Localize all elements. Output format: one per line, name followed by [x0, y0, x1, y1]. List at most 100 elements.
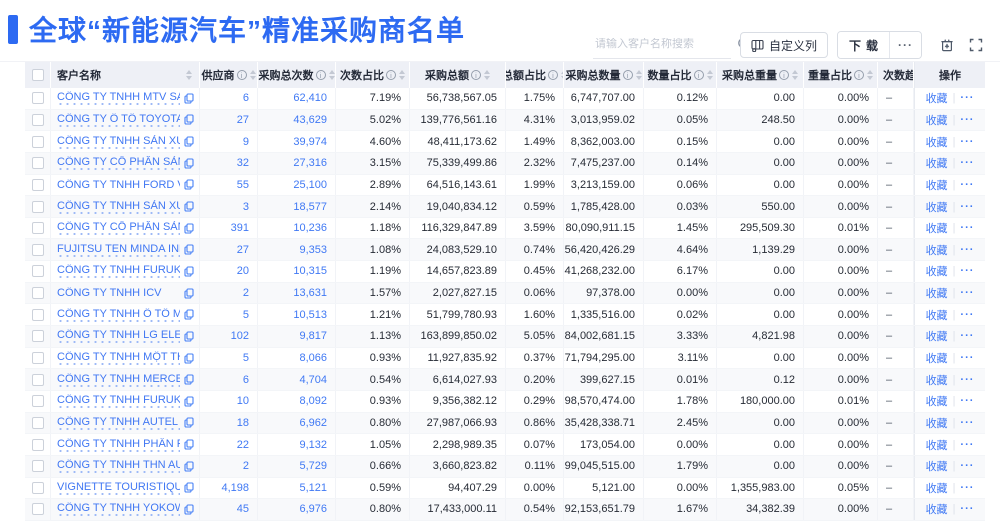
cell-times[interactable]: 27,316	[258, 152, 336, 174]
sort-desc-caret[interactable]	[328, 76, 335, 80]
row-more-button[interactable]: ···	[960, 438, 975, 451]
sort-icon[interactable]	[792, 70, 798, 80]
customize-columns-button[interactable]: 自定义列	[739, 32, 828, 58]
copy-icon[interactable]	[184, 136, 194, 147]
row-checkbox[interactable]	[31, 460, 44, 473]
copy-icon[interactable]	[184, 266, 194, 277]
cell-times[interactable]: 10,513	[258, 304, 336, 326]
cell-supplier[interactable]: 6	[200, 88, 258, 109]
company-name-link[interactable]: CÔNG TY TNHH MTV SẢN XUẤ...	[57, 91, 180, 106]
row-checkbox[interactable]	[31, 481, 44, 494]
row-checkbox[interactable]	[31, 243, 44, 256]
row-checkbox[interactable]	[31, 265, 44, 278]
company-name-link[interactable]: CÔNG TY TNHH MỘT THÀNH V...	[57, 351, 180, 365]
cell-times[interactable]: 39,974	[258, 131, 336, 152]
cell-supplier[interactable]: 2	[200, 282, 258, 304]
toolbar-more-button[interactable]: ···	[889, 32, 921, 58]
row-checkbox[interactable]	[31, 113, 44, 126]
row-more-button[interactable]: ···	[960, 352, 975, 364]
row-more-button[interactable]: ···	[960, 416, 975, 429]
company-name-link[interactable]: CÔNG TY CỔ PHẦN SẢN XUẤT...	[57, 221, 180, 236]
download-button[interactable]: 下载	[837, 32, 889, 58]
cell-times[interactable]: 25,100	[258, 174, 336, 196]
favorite-button[interactable]: 收藏	[925, 223, 948, 236]
copy-icon[interactable]	[184, 331, 194, 342]
favorite-button[interactable]: 收藏	[925, 179, 948, 192]
favorite-button[interactable]: 收藏	[925, 417, 948, 430]
company-name-link[interactable]: CÔNG TY TNHH Ô TÔ MITSUBI...	[57, 307, 180, 322]
cell-supplier[interactable]: 10	[200, 390, 258, 412]
cell-times[interactable]: 5,729	[258, 455, 336, 477]
row-more-button[interactable]: ···	[960, 200, 975, 213]
select-all-checkbox[interactable]	[31, 69, 44, 81]
favorite-button[interactable]: 收藏	[925, 266, 948, 279]
company-name-link[interactable]: CÔNG TY TNHH LG ELECTRON...	[57, 329, 180, 344]
sort-icon[interactable]	[186, 70, 192, 80]
copy-icon[interactable]	[184, 158, 194, 169]
row-more-button[interactable]: ···	[960, 113, 975, 126]
row-more-button[interactable]: ···	[960, 222, 975, 235]
cell-times[interactable]: 5,121	[258, 477, 336, 499]
row-more-button[interactable]: ···	[960, 503, 975, 516]
row-more-button[interactable]: ···	[960, 330, 975, 343]
row-more-button[interactable]: ···	[960, 373, 975, 386]
row-more-button[interactable]: ···	[960, 287, 975, 300]
cell-supplier[interactable]: 18	[200, 412, 258, 434]
copy-icon[interactable]	[184, 374, 194, 385]
row-more-button[interactable]: ···	[960, 265, 975, 278]
favorite-button[interactable]: 收藏	[925, 158, 948, 171]
row-more-button[interactable]: ···	[960, 308, 975, 321]
favorite-button[interactable]: 收藏	[925, 93, 948, 106]
sort-asc-caret[interactable]	[249, 70, 256, 74]
cell-times[interactable]: 9,132	[258, 434, 336, 455]
cell-times[interactable]: 18,577	[258, 196, 336, 217]
company-name-link[interactable]: CÔNG TY TNHH FURUKAWA A...	[57, 264, 180, 279]
copy-icon[interactable]	[184, 417, 194, 428]
cell-supplier[interactable]: 5	[200, 347, 258, 369]
sort-icon[interactable]	[399, 70, 405, 80]
row-checkbox[interactable]	[31, 308, 44, 321]
company-name-link[interactable]: CÔNG TY TNHH FORD VIỆT NAM	[57, 178, 180, 191]
row-more-button[interactable]: ···	[960, 395, 975, 408]
copy-icon[interactable]	[184, 201, 194, 212]
row-checkbox[interactable]	[31, 330, 44, 343]
column-header-name[interactable]: 客户名称	[51, 62, 200, 88]
row-more-button[interactable]: ···	[960, 157, 975, 170]
row-checkbox[interactable]	[31, 503, 44, 516]
row-more-button[interactable]: ···	[960, 135, 975, 148]
row-checkbox[interactable]	[31, 157, 44, 170]
favorite-button[interactable]: 收藏	[925, 439, 948, 452]
cell-supplier[interactable]: 45	[200, 499, 258, 520]
copy-icon[interactable]	[184, 223, 194, 234]
favorite-button[interactable]: 收藏	[925, 114, 948, 127]
favorite-button[interactable]: 收藏	[925, 244, 948, 257]
company-name-link[interactable]: CÔNG TY TNHH SẢN XUẤT VÀ ...	[57, 199, 180, 214]
row-checkbox[interactable]	[31, 416, 44, 429]
row-more-button[interactable]: ···	[960, 481, 975, 494]
row-checkbox[interactable]	[31, 92, 44, 105]
copy-icon[interactable]	[184, 288, 194, 299]
company-name-link[interactable]: CÔNG TY TNHH PHÂN PHỐI T...	[57, 437, 180, 452]
cell-times[interactable]: 13,631	[258, 282, 336, 304]
copy-icon[interactable]	[184, 504, 194, 515]
copy-icon[interactable]	[184, 482, 194, 493]
sort-icon[interactable]	[561, 70, 563, 80]
company-name-link[interactable]: CÔNG TY TNHH MERCEDES–B...	[57, 372, 180, 387]
sort-desc-caret[interactable]	[399, 76, 405, 80]
favorite-button[interactable]: 收藏	[925, 504, 948, 517]
cell-supplier[interactable]: 9	[200, 131, 258, 152]
sort-desc-caret[interactable]	[249, 76, 256, 80]
row-checkbox[interactable]	[31, 352, 44, 364]
favorite-button[interactable]: 收藏	[925, 331, 948, 344]
copy-icon[interactable]	[184, 179, 194, 190]
sort-desc-caret[interactable]	[561, 76, 563, 80]
cell-supplier[interactable]: 55	[200, 174, 258, 196]
sort-icon[interactable]	[328, 70, 335, 80]
favorite-button[interactable]: 收藏	[925, 136, 948, 149]
cell-times[interactable]: 10,236	[258, 217, 336, 239]
cell-times[interactable]: 8,092	[258, 390, 336, 412]
cell-supplier[interactable]: 6	[200, 369, 258, 390]
column-header-amount[interactable]: 采购总额 i	[410, 62, 506, 88]
cell-times[interactable]: 43,629	[258, 109, 336, 131]
company-name-link[interactable]: CÔNG TY TNHH AUTEL VIỆT N...	[57, 415, 180, 430]
